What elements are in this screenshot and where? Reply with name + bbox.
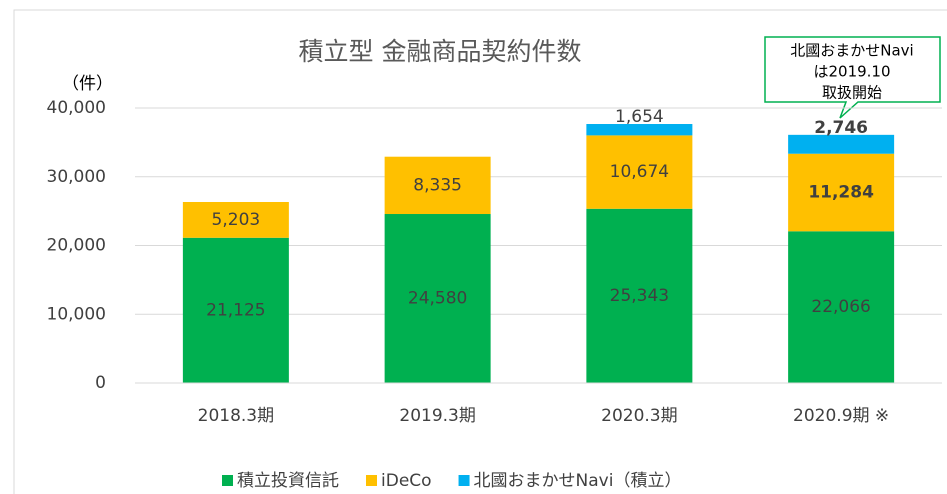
bar-segment: [586, 124, 693, 136]
legend-label: 北國おまかせNavi（積立）: [474, 471, 682, 491]
legend-label: iDeCo: [381, 471, 432, 491]
data-label: 1,654: [615, 107, 664, 127]
bar-segment: [788, 231, 895, 383]
bar-segment: [384, 156, 491, 215]
y-axis-label: （件）: [62, 74, 113, 94]
y-tick-label: 0: [95, 373, 106, 393]
annotation: 取扱開始: [822, 84, 882, 102]
bar-segment: [384, 214, 491, 383]
legend-label: 積立投資信託: [237, 471, 339, 491]
y-tick-label: 30,000: [47, 167, 106, 187]
legend-swatch: [222, 475, 233, 486]
y-tick-label: 20,000: [47, 236, 106, 256]
data-label: 10,674: [610, 162, 669, 182]
legend-swatch: [366, 475, 377, 486]
x-tick-label: 2020.9期 ※: [793, 406, 889, 426]
callout: [764, 36, 941, 119]
data-label: 21,125: [206, 300, 265, 320]
bar-segment: [788, 134, 895, 154]
data-label: 5,203: [212, 210, 261, 230]
x-tick-label: 2018.3期: [198, 406, 274, 426]
bar-segment: [182, 201, 289, 238]
bar-segment: [586, 135, 693, 209]
y-tick-label: 10,000: [47, 304, 106, 324]
legend-swatch: [458, 475, 470, 486]
data-label: 24,580: [408, 289, 467, 309]
bar-segment: [586, 208, 693, 383]
x-tick-label: 2020.3期: [601, 406, 677, 426]
data-label: 22,066: [811, 297, 870, 317]
data-label: 25,343: [610, 286, 669, 306]
data-label: 2,746: [814, 118, 868, 138]
annotation: 北國おまかせNavi: [790, 42, 913, 60]
bar-segment: [788, 153, 895, 232]
bar-segment: [182, 237, 289, 383]
data-label: 11,284: [808, 183, 874, 203]
annotation: は2019.10: [813, 63, 890, 81]
y-tick-label: 40,000: [47, 98, 106, 118]
chart-title: 積立型 金融商品契約件数: [299, 37, 582, 66]
data-label: 8,335: [413, 175, 462, 195]
x-tick-label: 2019.3期: [399, 406, 475, 426]
